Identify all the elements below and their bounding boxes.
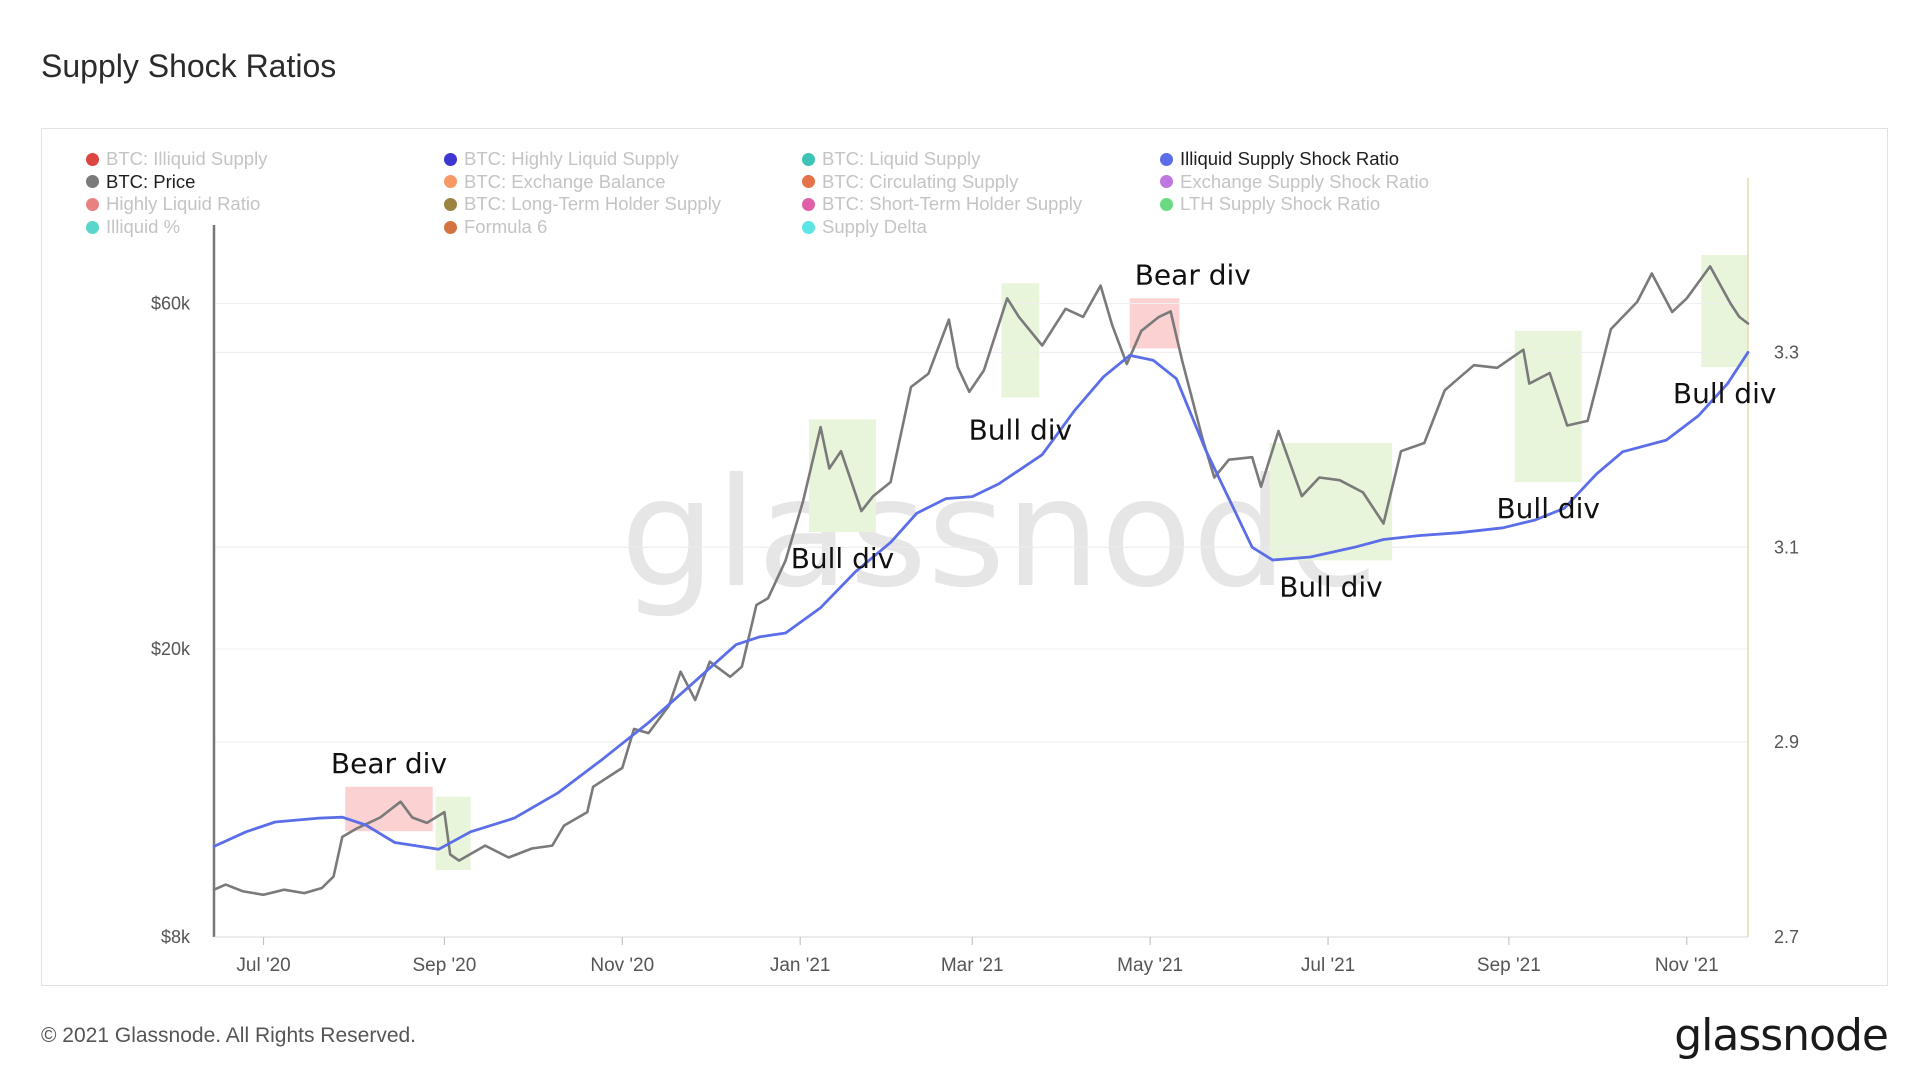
legend-label: BTC: Long-Term Holder Supply <box>464 193 722 215</box>
legend-dot-icon <box>444 175 457 189</box>
annotation-label: Bull div <box>1496 492 1600 525</box>
legend-label: Exchange Supply Shock Ratio <box>1180 170 1429 192</box>
annotation-label: Bull div <box>1673 377 1777 410</box>
legend-dot-icon <box>1160 197 1173 211</box>
legend-label: BTC: Short-Term Holder Supply <box>822 193 1083 215</box>
copyright-text: © 2021 Glassnode. All Rights Reserved. <box>41 1024 417 1047</box>
legend-dot-icon <box>86 175 99 189</box>
bull-divergence-box <box>1001 283 1040 398</box>
legend-dot-icon <box>444 197 457 211</box>
annotation-label: Bull div <box>1279 570 1383 603</box>
annotation-label: Bear div <box>331 747 447 780</box>
bull-divergence-box <box>1514 330 1582 483</box>
legend-label: BTC: Liquid Supply <box>822 148 981 169</box>
legend-label: BTC: Highly Liquid Supply <box>464 148 679 169</box>
x-tick-label: Sep '21 <box>1477 955 1541 976</box>
annotation-label: Bear div <box>1135 258 1251 291</box>
illiquid-supply-shock-ratio-line <box>212 351 1750 851</box>
chart-frame <box>41 128 1888 986</box>
legend-item[interactable]: Formula 6 <box>444 216 547 238</box>
legend-label: LTH Supply Shock Ratio <box>1180 193 1381 215</box>
legend-dot-icon <box>1160 152 1173 166</box>
legend-label: Formula 6 <box>464 216 548 238</box>
legend-label: Supply Delta <box>822 216 927 238</box>
legend-label: Illiquid Supply Shock Ratio <box>1180 148 1400 169</box>
legend-item[interactable]: Supply Delta <box>802 216 927 238</box>
legend-dot-icon <box>86 220 99 234</box>
watermark: glassnode <box>620 447 1379 621</box>
legend-item[interactable]: BTC: Long-Term Holder Supply <box>444 193 721 215</box>
legend-label: BTC: Circulating Supply <box>822 170 1019 192</box>
legend-item[interactable]: BTC: Price <box>86 171 195 193</box>
glassnode-logo: glassnode <box>1674 1010 1889 1061</box>
annotation-labels: Bear div Bull div Bull div Bear div Bull div… <box>331 258 1777 780</box>
legend-label: Illiquid % <box>106 216 181 238</box>
x-tick-label: Jul '20 <box>236 955 290 976</box>
series-layer <box>212 265 1750 897</box>
y-right-tick-label: 2.9 <box>1774 732 1799 752</box>
legend-label: Highly Liquid Ratio <box>106 193 261 215</box>
legend-item[interactable]: Highly Liquid Ratio <box>86 193 260 215</box>
chart-legend: BTC: Illiquid Supply BTC: Highly Liquid S… <box>86 148 1486 240</box>
legend-item[interactable]: Illiquid Supply Shock Ratio <box>1160 148 1399 170</box>
legend-item[interactable]: Illiquid % <box>86 216 180 238</box>
legend-item[interactable]: BTC: Short-Term Holder Supply <box>802 193 1082 215</box>
legend-item[interactable]: Exchange Supply Shock Ratio <box>1160 171 1429 193</box>
bull-divergence-box <box>808 419 877 533</box>
page-title: Supply Shock Ratios <box>41 48 337 84</box>
annotation-label: Bull div <box>791 542 895 575</box>
x-tick-label: Sep '20 <box>412 955 476 976</box>
legend-item[interactable]: BTC: Highly Liquid Supply <box>444 148 679 170</box>
x-tick-label: Jul '21 <box>1301 955 1355 976</box>
legend-dot-icon <box>1160 175 1173 189</box>
y-left-tick-label: $60k <box>151 293 191 313</box>
y-left-tick-label: $20k <box>151 639 191 659</box>
x-tick-label: May '21 <box>1117 955 1183 976</box>
legend-dot-icon <box>444 220 457 234</box>
legend-label: BTC: Exchange Balance <box>464 170 666 192</box>
x-tick-label: Mar '21 <box>941 955 1004 976</box>
legend-label: BTC: Illiquid Supply <box>106 148 268 169</box>
legend-dot-icon <box>802 152 815 166</box>
legend-dot-icon <box>86 197 99 211</box>
x-tick-label: Nov '20 <box>590 955 654 976</box>
legend-label: BTC: Price <box>106 170 196 192</box>
legend-item[interactable]: LTH Supply Shock Ratio <box>1160 193 1380 215</box>
axes: $8k $20k $60k 2.7 2.9 3.1 3.3 Jul '20 Sep '20 Nov… <box>151 178 1799 976</box>
bear-divergence-box <box>345 786 433 832</box>
x-tick-label: Nov '21 <box>1655 955 1719 976</box>
legend-item[interactable]: BTC: Circulating Supply <box>802 171 1018 193</box>
legend-item[interactable]: BTC: Liquid Supply <box>802 148 980 170</box>
y-right-tick-label: 3.1 <box>1774 537 1799 557</box>
legend-dot-icon <box>86 152 99 166</box>
y-right-tick-label: 2.7 <box>1774 927 1799 947</box>
x-tick-label: Jan '21 <box>770 955 831 976</box>
legend-dot-icon <box>802 197 815 211</box>
legend-item[interactable]: BTC: Exchange Balance <box>444 171 666 193</box>
legend-item[interactable]: BTC: Illiquid Supply <box>86 148 267 170</box>
bull-divergence-box <box>1701 255 1748 368</box>
annotation-label: Bull div <box>969 413 1073 446</box>
y-right-tick-label: 3.3 <box>1774 342 1799 362</box>
y-left-tick-label: $8k <box>161 927 191 947</box>
legend-dot-icon <box>802 175 815 189</box>
btc-price-line <box>212 265 1750 897</box>
legend-dot-icon <box>444 152 457 166</box>
legend-dot-icon <box>802 220 815 234</box>
